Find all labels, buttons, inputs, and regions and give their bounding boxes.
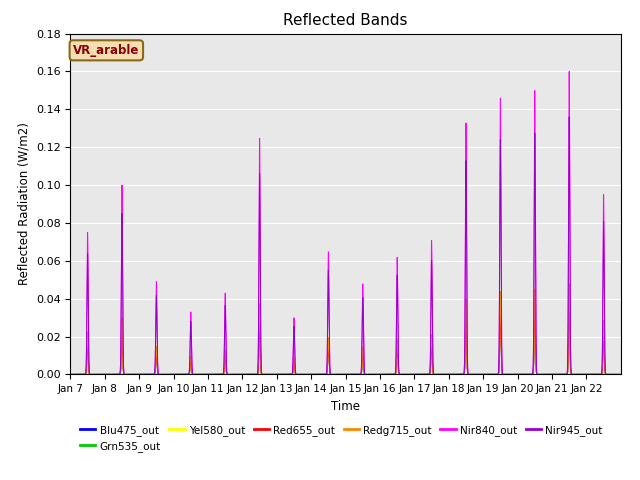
Redg715_out (538, 372, 545, 377)
Nir840_out (180, 372, 188, 377)
Nir945_out (67, 372, 74, 377)
Redg715_out (67, 372, 74, 377)
Grn535_out (497, 312, 504, 317)
Grn535_out (366, 372, 374, 377)
Redg715_out (497, 289, 504, 295)
Line: Nir840_out: Nir840_out (70, 72, 621, 374)
Blu475_out (524, 372, 531, 377)
Line: Red655_out: Red655_out (70, 308, 621, 374)
Yel580_out (396, 372, 403, 377)
Yel580_out (565, 311, 573, 317)
Line: Grn535_out: Grn535_out (70, 308, 621, 374)
Yel580_out (180, 372, 188, 377)
Y-axis label: Reflected Radiation (W/m2): Reflected Radiation (W/m2) (17, 122, 30, 286)
Red655_out (67, 372, 74, 377)
Blu475_out (565, 308, 573, 313)
Yel580_out (67, 372, 74, 377)
Nir840_out (565, 69, 573, 74)
Nir840_out (366, 372, 374, 377)
Nir840_out (617, 372, 625, 377)
Nir840_out (538, 372, 545, 377)
Redg715_out (396, 372, 403, 377)
Red655_out (565, 305, 573, 311)
Blu475_out (497, 314, 504, 320)
Blu475_out (617, 372, 625, 377)
Nir945_out (617, 372, 625, 377)
X-axis label: Time: Time (331, 400, 360, 413)
Nir840_out (396, 372, 403, 377)
Line: Redg715_out: Redg715_out (70, 284, 621, 374)
Red655_out (396, 372, 403, 377)
Redg715_out (617, 372, 625, 377)
Red655_out (617, 372, 625, 377)
Title: Reflected Bands: Reflected Bands (284, 13, 408, 28)
Grn535_out (565, 305, 573, 311)
Red655_out (497, 312, 504, 317)
Yel580_out (617, 372, 625, 377)
Grn535_out (67, 372, 74, 377)
Nir945_out (396, 372, 403, 377)
Nir945_out (180, 372, 188, 377)
Nir840_out (524, 372, 531, 377)
Redg715_out (524, 372, 531, 377)
Blu475_out (67, 372, 74, 377)
Red655_out (366, 372, 374, 377)
Yel580_out (524, 372, 531, 377)
Red655_out (524, 372, 531, 377)
Grn535_out (396, 372, 403, 377)
Text: VR_arable: VR_arable (73, 44, 140, 57)
Redg715_out (180, 372, 188, 377)
Grn535_out (524, 372, 531, 377)
Redg715_out (366, 372, 374, 377)
Red655_out (538, 372, 545, 377)
Grn535_out (617, 372, 625, 377)
Nir945_out (565, 114, 573, 120)
Yel580_out (366, 372, 374, 377)
Line: Yel580_out: Yel580_out (70, 314, 621, 374)
Yel580_out (497, 317, 504, 323)
Nir945_out (538, 372, 545, 377)
Line: Blu475_out: Blu475_out (70, 311, 621, 374)
Yel580_out (538, 372, 545, 377)
Blu475_out (180, 372, 188, 377)
Nir840_out (497, 98, 504, 104)
Nir840_out (67, 372, 74, 377)
Line: Nir945_out: Nir945_out (70, 117, 621, 374)
Red655_out (180, 372, 188, 377)
Blu475_out (538, 372, 545, 377)
Grn535_out (180, 372, 188, 377)
Legend: Blu475_out, Grn535_out, Yel580_out, Red655_out, Redg715_out, Nir840_out, Nir945_: Blu475_out, Grn535_out, Yel580_out, Red6… (76, 420, 607, 456)
Blu475_out (396, 372, 403, 377)
Nir945_out (497, 139, 504, 145)
Redg715_out (565, 281, 573, 287)
Nir945_out (366, 372, 374, 377)
Nir945_out (524, 372, 531, 377)
Blu475_out (366, 372, 374, 377)
Grn535_out (538, 372, 545, 377)
